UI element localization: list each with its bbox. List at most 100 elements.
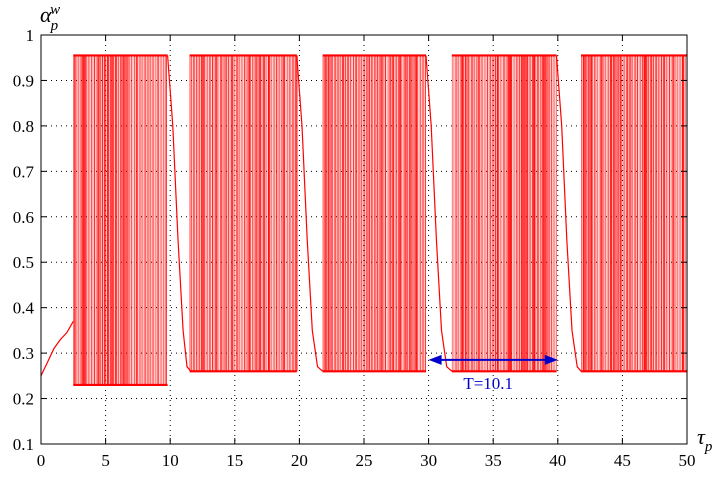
chaotic-column	[129, 55, 131, 385]
chaotic-column	[154, 55, 156, 385]
chaotic-column	[250, 55, 252, 372]
chaotic-column	[405, 55, 408, 372]
chaotic-column	[329, 55, 331, 372]
chaotic-column	[143, 55, 145, 385]
chaotic-column	[94, 55, 95, 385]
chaotic-column	[202, 55, 204, 372]
y-tick-label: 1	[26, 26, 35, 45]
chaotic-column	[673, 55, 675, 372]
chaotic-column	[242, 55, 244, 372]
chaotic-column	[649, 55, 652, 372]
chaotic-column	[590, 55, 593, 372]
chaotic-column	[231, 55, 233, 372]
chaotic-column	[327, 55, 330, 372]
chaotic-column	[213, 55, 215, 372]
period-arrow-head-right	[544, 354, 558, 365]
chaotic-column	[258, 55, 260, 372]
chaotic-column	[622, 55, 624, 372]
chaotic-column	[672, 55, 674, 372]
chaotic-column	[148, 55, 150, 385]
chaotic-column	[493, 55, 495, 372]
chaotic-column	[509, 55, 512, 372]
chaotic-column	[487, 55, 488, 372]
decay-curve	[555, 55, 582, 372]
chaotic-column	[159, 55, 161, 385]
chaotic-column	[549, 55, 551, 372]
chaotic-column	[279, 55, 281, 372]
chaotic-column	[458, 55, 460, 372]
chaotic-column	[243, 55, 245, 372]
chaotic-column	[453, 55, 455, 372]
chaotic-column	[370, 55, 373, 372]
chaotic-column	[646, 55, 648, 372]
chaotic-column	[624, 55, 626, 372]
chaotic-column	[480, 55, 482, 372]
chaotic-column	[629, 55, 631, 372]
chaotic-column	[275, 55, 277, 372]
chaotic-column	[499, 55, 501, 372]
chaotic-column	[263, 55, 265, 372]
chaotic-column	[597, 55, 598, 372]
chaotic-column	[541, 55, 544, 372]
chaotic-column	[253, 55, 255, 372]
chaotic-column	[609, 55, 612, 372]
chaotic-column	[613, 55, 615, 372]
chaotic-column	[74, 55, 76, 385]
x-tick-label: 5	[101, 451, 110, 470]
chaotic-column	[423, 55, 425, 372]
chaotic-column	[356, 55, 358, 372]
chaotic-column	[617, 55, 619, 372]
chaotic-column	[137, 55, 139, 385]
chaotic-column	[589, 55, 591, 372]
y-tick-label: 0.8	[13, 117, 34, 136]
chaotic-column	[86, 55, 87, 385]
chaotic-column	[525, 55, 528, 372]
x-axis-label: τp	[697, 424, 713, 455]
chaotic-column	[530, 55, 532, 372]
chaotic-column	[126, 55, 128, 385]
chaotic-column	[134, 55, 135, 385]
chaotic-column	[375, 55, 377, 372]
chaotic-column	[283, 55, 285, 372]
chaotic-band	[73, 54, 168, 387]
chaotic-column	[108, 55, 110, 385]
chaotic-column	[290, 55, 292, 372]
transient-curve	[40, 321, 74, 377]
chaotic-column	[322, 55, 324, 372]
chaotic-column	[130, 55, 132, 385]
chaotic-column	[158, 55, 159, 385]
chaotic-column	[166, 55, 167, 385]
chaotic-column	[523, 55, 526, 372]
chaotic-column	[585, 55, 587, 372]
chaotic-column	[240, 55, 242, 372]
chaotic-column	[223, 55, 225, 372]
chaotic-column	[467, 55, 469, 372]
chaotic-column	[383, 55, 385, 372]
chaotic-column	[501, 55, 503, 372]
chaotic-column	[511, 55, 512, 372]
chaotic-column	[239, 55, 241, 372]
chaotic-column	[625, 55, 628, 372]
x-tick-label: 25	[356, 451, 373, 470]
chaotic-column	[224, 55, 227, 372]
chaotic-column	[153, 55, 155, 385]
decay-curve	[296, 55, 324, 372]
chaotic-column	[369, 55, 370, 372]
chaotic-column	[89, 55, 91, 385]
chaotic-column	[593, 55, 595, 372]
chaotic-column	[296, 55, 298, 372]
chaotic-column	[251, 55, 253, 372]
chaotic-column	[665, 55, 667, 372]
chaotic-column	[359, 55, 361, 372]
y-tick-label: 0.3	[13, 344, 34, 363]
chaotic-column	[151, 55, 153, 385]
chaotic-column	[114, 55, 117, 385]
chaotic-column	[466, 55, 468, 372]
chaotic-column	[653, 55, 654, 372]
x-tick-label: 40	[549, 451, 566, 470]
chaotic-column	[274, 55, 276, 372]
chaotic-column	[451, 55, 453, 372]
chaotic-column	[255, 55, 257, 372]
x-tick-label: 35	[485, 451, 502, 470]
chaotic-column	[351, 55, 353, 372]
